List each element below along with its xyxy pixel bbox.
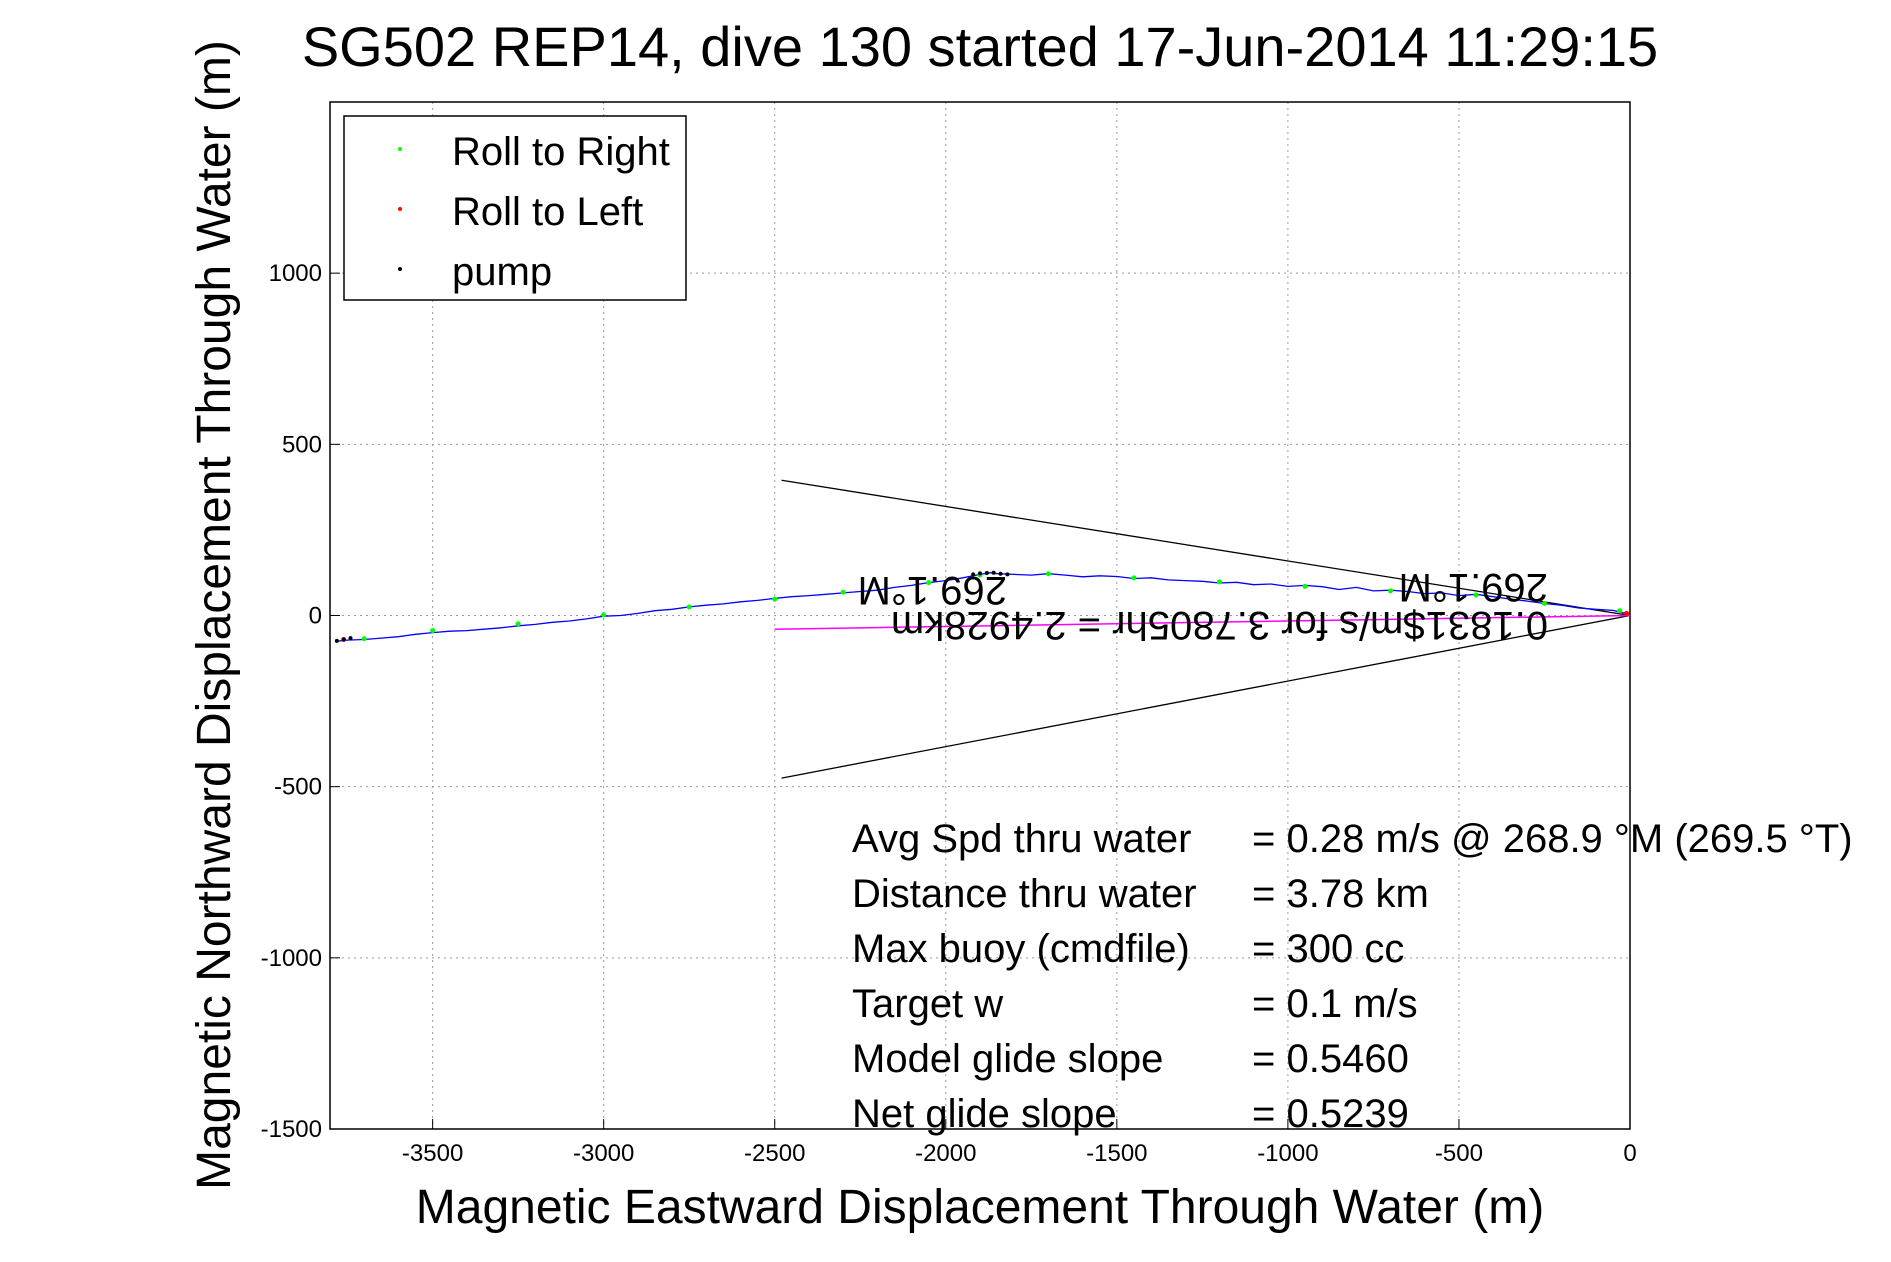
roll-right-point	[515, 621, 521, 627]
roll-right-point	[1216, 579, 1222, 585]
x-tick-label: -500	[1435, 1140, 1483, 1167]
roll-right-point	[926, 580, 932, 586]
x-tick-label: -2500	[744, 1140, 805, 1167]
roll-right-point	[361, 636, 367, 642]
y-tick-label: -1000	[261, 945, 322, 972]
stat-value: = 3.78 km	[1252, 872, 1429, 916]
cone-line	[781, 479, 1631, 617]
y-tick-label: 500	[282, 431, 322, 458]
x-tick-label: -1000	[1257, 1140, 1318, 1167]
roll-right-point	[601, 612, 607, 618]
stat-label: Max buoy (cmdfile)	[852, 927, 1190, 971]
roll-right-point	[1045, 571, 1051, 577]
x-tick-label: 0	[1623, 1140, 1636, 1167]
legend-marker	[398, 147, 402, 151]
pump-point	[348, 636, 353, 641]
stat-value: = 0.5460	[1252, 1037, 1409, 1081]
roll-right-point	[772, 596, 778, 602]
stat-label: Avg Spd thru water	[852, 817, 1191, 861]
stat-label: Target w	[852, 982, 1003, 1026]
legend-label: Roll to Right	[452, 130, 670, 174]
heading-line	[774, 614, 1631, 630]
pump-point	[998, 571, 1003, 576]
legend-marker	[398, 267, 402, 271]
roll-right-point	[1617, 608, 1623, 614]
legend-marker	[398, 207, 402, 211]
roll-right-point	[840, 589, 846, 595]
roll-right-point	[1541, 601, 1547, 607]
heading-annotation-end: 269.1°M	[1399, 565, 1548, 609]
stat-label: Distance thru water	[852, 872, 1197, 916]
pump-point	[334, 638, 339, 643]
x-tick-label: -3500	[402, 1140, 463, 1167]
x-tick-label: -2000	[915, 1140, 976, 1167]
x-tick-label: -1500	[1086, 1140, 1147, 1167]
speed-distance-annotation: 0.1831$m/s for 3.7805hr = 2.4928km	[891, 603, 1548, 647]
legend: Roll to Right Roll to Left pump	[343, 115, 687, 301]
y-tick-label: 1000	[269, 260, 322, 287]
y-tick-label: -500	[274, 774, 322, 801]
y-axis-ticks: 1000 500 0 -500 -1000 -1500	[261, 260, 340, 1143]
x-axis-ticks: -3500 -3000 -2500 -2000 -1500 -1000 -500 0	[402, 1119, 1637, 1167]
y-axis-label: Magnetic Northward Displacement Through …	[188, 40, 241, 1190]
stats-block: Avg Spd thru water = 0.28 m/s @ 268.9 °M …	[852, 817, 1853, 1136]
x-tick-label: -3000	[573, 1140, 634, 1167]
roll-right-point	[430, 628, 436, 634]
track-line	[336, 572, 1631, 642]
pump-point	[991, 570, 996, 575]
roll-right-point	[1388, 588, 1394, 594]
roll-right-point	[1473, 592, 1479, 598]
stat-value: = 300 cc	[1252, 927, 1404, 971]
stat-label: Model glide slope	[852, 1037, 1163, 1081]
roll-right-point	[1131, 575, 1137, 581]
pump-point	[971, 572, 976, 577]
pump-point	[341, 637, 346, 642]
legend-label: Roll to Left	[452, 190, 643, 234]
series-layer	[334, 479, 1631, 779]
y-tick-label: -1500	[261, 1116, 322, 1143]
pump-point	[978, 571, 982, 576]
legend-label: pump	[452, 250, 552, 294]
upside-down-annotations: 269.1°M 0.1831$m/s for 3.7805hr = 2.4928…	[858, 565, 1548, 647]
stat-value: = 0.28 m/s @ 268.9 °M (269.5 °T)	[1252, 817, 1853, 861]
roll-right-point	[686, 604, 692, 610]
roll-right-point	[1302, 583, 1308, 589]
pump-point	[984, 571, 989, 576]
cone-line	[781, 614, 1631, 779]
stat-label: Net glide slope	[852, 1092, 1117, 1136]
pump-point	[1005, 572, 1010, 577]
roll-left-point	[1624, 610, 1630, 616]
x-axis-label: Magnetic Eastward Displacement Through W…	[416, 1181, 1544, 1234]
stat-value: = 0.1 m/s	[1252, 982, 1418, 1026]
chart-title: SG502 REP14, dive 130 started 17-Jun-201…	[302, 15, 1658, 78]
y-tick-label: 0	[309, 603, 322, 630]
stat-value: = 0.5239	[1252, 1092, 1409, 1136]
heading-annotation-mid: 269.1°M	[858, 568, 1007, 612]
